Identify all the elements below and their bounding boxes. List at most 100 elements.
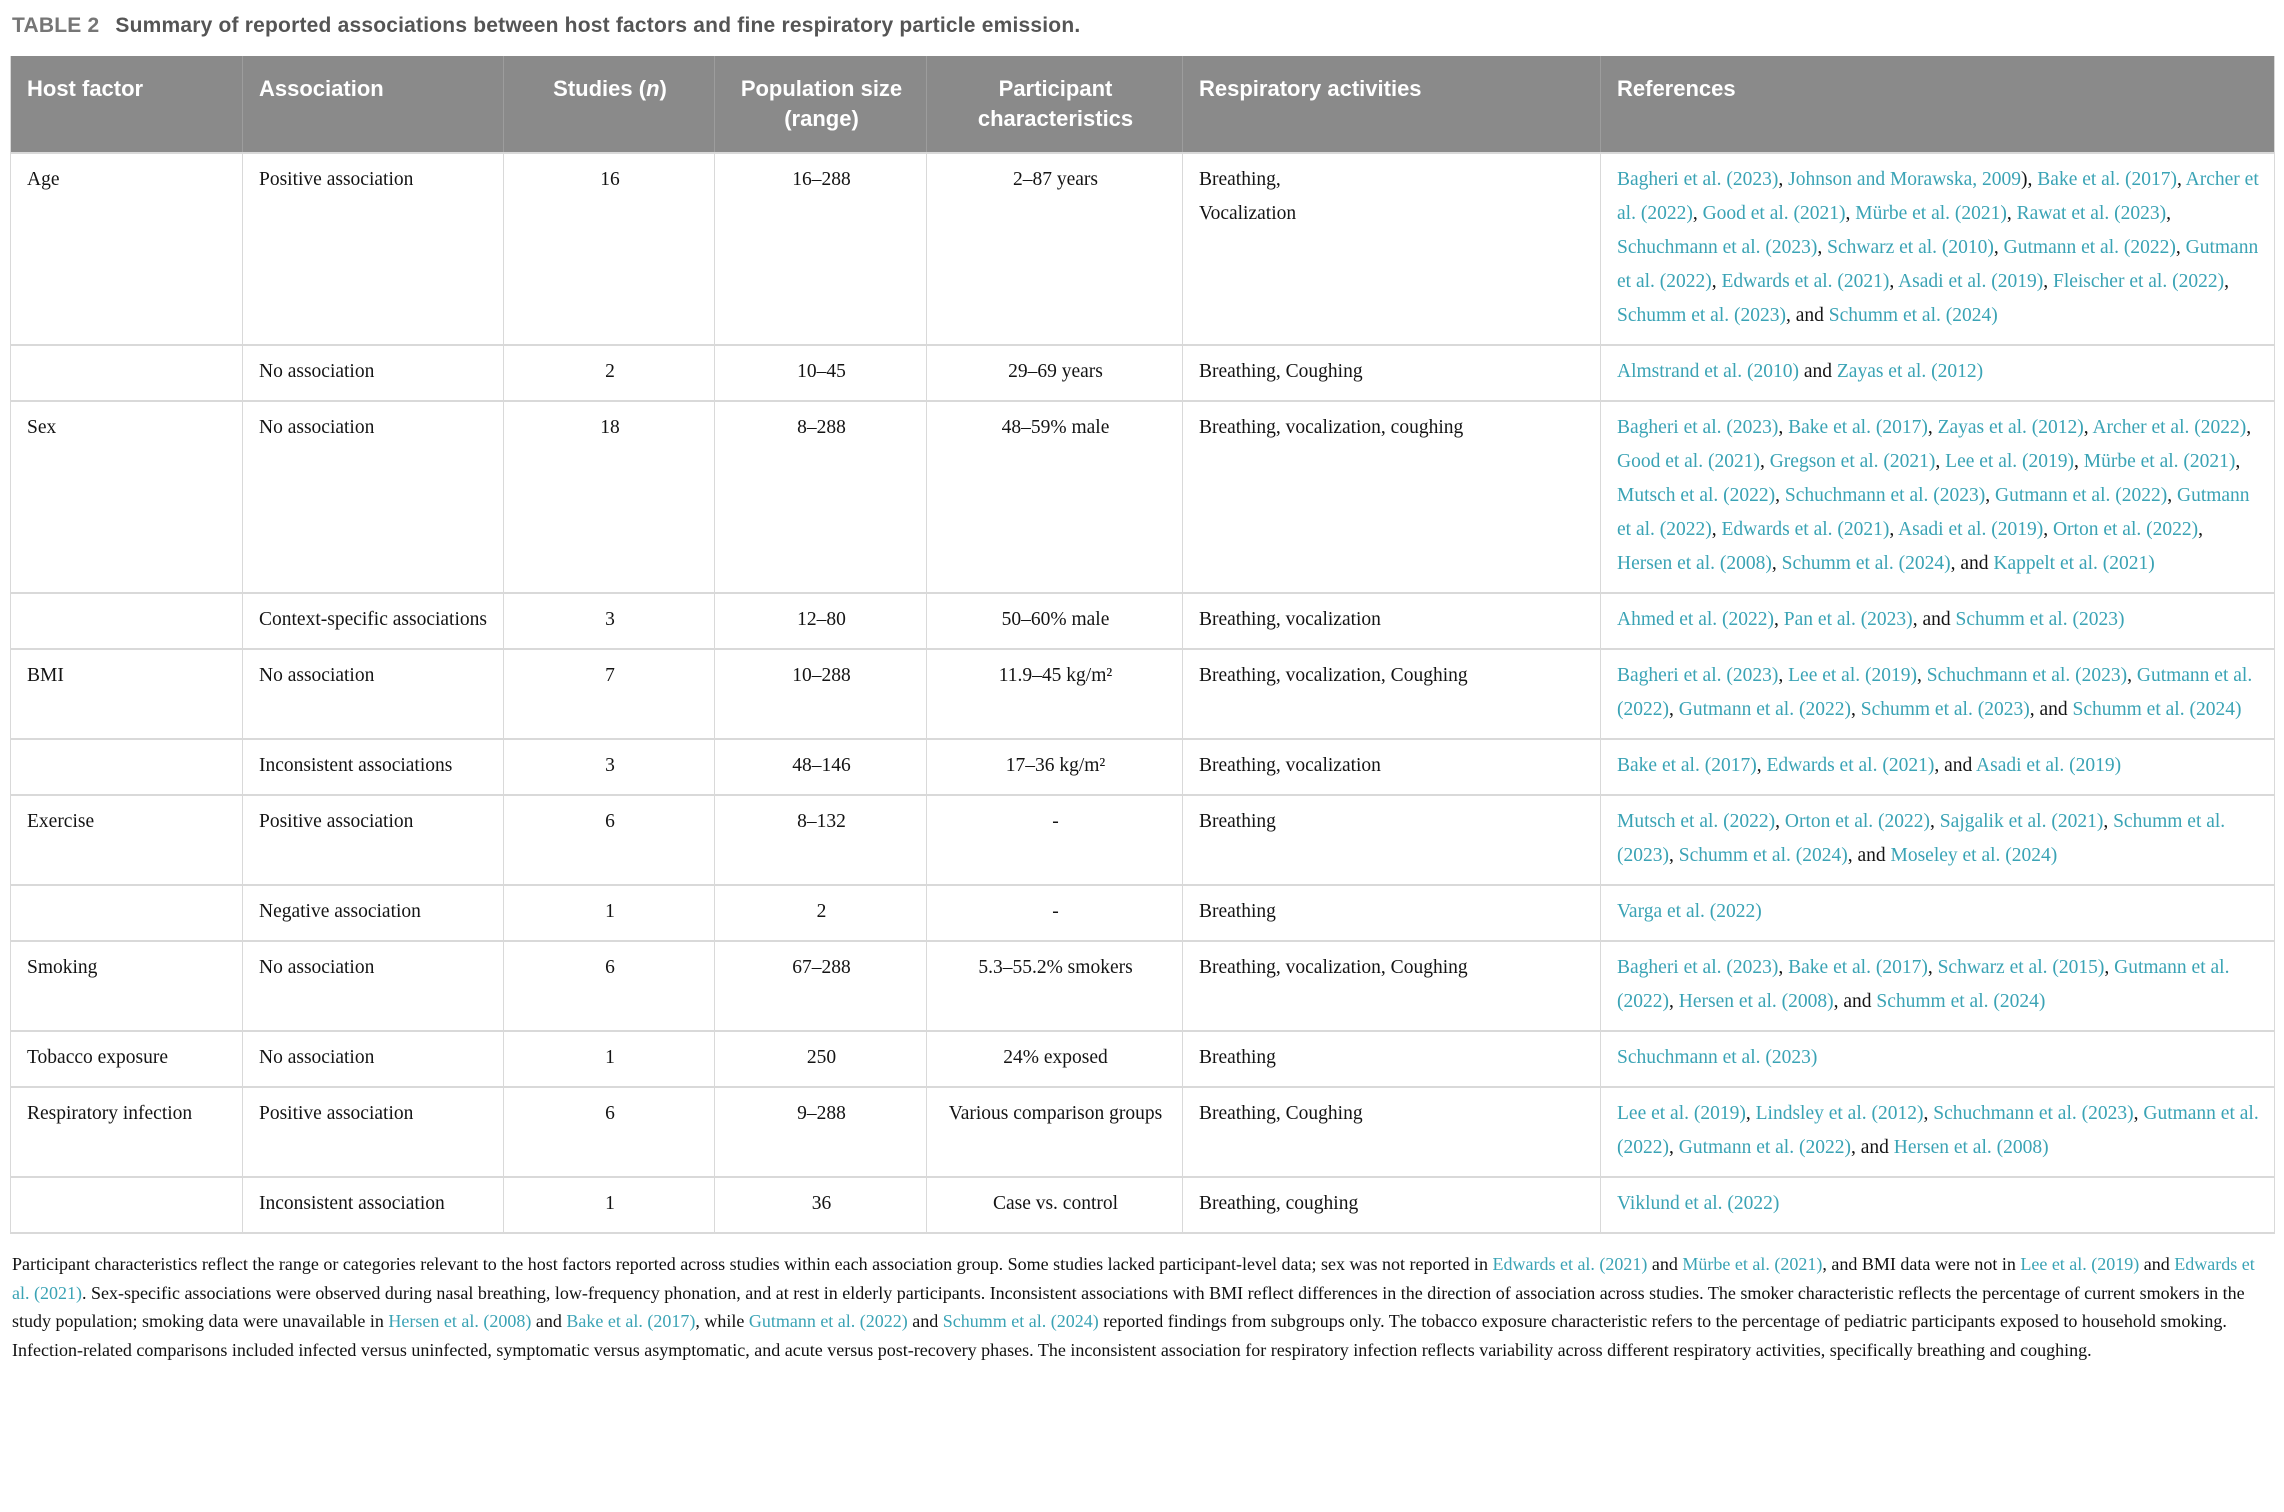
citation-link[interactable]: Johnson and Morawska, 2009 [1788,169,2022,190]
citation-link[interactable]: Viklund et al. (2022) [1617,1193,1780,1214]
citation-link[interactable]: Schumm et al. (2024) [1828,305,1998,326]
citation-link[interactable]: Gregson et al. (2021) [1769,451,1936,472]
citation-link[interactable]: Orton et al. (2022) [2052,519,2199,540]
citation-link[interactable]: Edwards et al. (2021) [1721,271,1890,292]
citation-link[interactable]: Schuchmann et al. (2023) [1617,237,1818,258]
citation-link[interactable]: Hersen et al. (2008) [1678,991,1834,1012]
table-row: Age Positive association 16 16–288 2–87 … [10,152,2275,345]
text-segment: , and [1847,845,1891,866]
citation-link[interactable]: Bagheri et al. (2023) [1617,957,1779,978]
citation-link[interactable]: Lindsley et al. (2012) [1755,1103,1924,1124]
citation-link[interactable]: Almstrand et al. (2010) [1617,361,1799,382]
citation-link[interactable]: Schumm et al. (2023) [1617,811,2226,866]
text-segment: , while [695,1311,749,1331]
cell-studies-count: 6 [503,794,715,885]
citation-link[interactable]: Rawat et al. (2023) [2016,203,2167,224]
citation-link[interactable]: Gutmann et al. (2022) [1617,237,2259,292]
citation-link[interactable]: Kappelt et al. (2021) [1993,553,2155,574]
citation-link[interactable]: Gutmann et al. (2022) [1678,1137,1851,1158]
citation-link[interactable]: Gutmann et al. (2022) [1678,699,1851,720]
text-segment: , and [1785,305,1829,326]
citation-link[interactable]: Schumm et al. (2024) [942,1311,1099,1331]
citation-link[interactable]: Asadi et al. (2019) [1898,271,2044,292]
text-segment: , and [1850,1137,1894,1158]
citation-link[interactable]: Schumm et al. (2023) [1860,699,2030,720]
citation-link[interactable]: Gutmann et al. (2022) [2003,237,2176,258]
citation-link[interactable]: Schuchmann et al. (2023) [1933,1103,2134,1124]
citation-link[interactable]: Bake et al. (2017) [1788,957,1928,978]
cell-participant-characteristics: 11.9–45 kg/m² [926,648,1183,739]
citation-link[interactable]: Gutmann et al. (2022) [748,1311,908,1331]
citation-link[interactable]: Mürbe et al. (2021) [1855,203,2007,224]
citation-link[interactable]: Varga et al. (2022) [1617,901,1762,922]
citation-link[interactable]: Schwarz et al. (2015) [1937,957,2105,978]
cell-host-factor [10,344,243,401]
cell-studies-count: 1 [503,1176,715,1233]
citation-link[interactable]: Edwards et al. (2021) [1721,519,1890,540]
citation-link[interactable]: Gutmann et al. (2022) [1617,665,2253,720]
citation-link[interactable]: Hersen et al. (2008) [1617,553,1772,574]
citation-link[interactable]: Good et al. (2021) [1702,203,1846,224]
citation-link[interactable]: Schwarz et al. (2010) [1827,237,1994,258]
citation-link[interactable]: Fleischer et al. (2022) [2052,271,2225,292]
citation-link[interactable]: Schuchmann et al. (2023) [1926,665,2128,686]
text-segment: , [2074,451,2084,472]
citation-link[interactable]: Mürbe et al. (2021) [2083,451,2236,472]
citation-link[interactable]: Schuchmann et al. (2023) [1617,1047,1818,1068]
citation-link[interactable]: Schumm et al. (2023) [1617,305,1786,326]
citation-link[interactable]: Schumm et al. (2023) [1955,609,2125,630]
cell-population-size: 8–288 [714,400,927,593]
citation-link[interactable]: Schumm et al. (2024) [1678,845,1848,866]
citation-link[interactable]: Asadi et al. (2019) [1976,755,2122,776]
text-segment: and [531,1311,567,1331]
text-segment: and [2139,1254,2175,1274]
citation-link[interactable]: Good et al. (2021) [1617,451,1760,472]
citation-link[interactable]: Edwards et al. (2021) [1766,755,1935,776]
citation-link[interactable]: Edwards et al. (2021) [1492,1254,1648,1274]
citation-link[interactable]: Zayas et al. (2012) [1937,417,2084,438]
citation-link[interactable]: Archer et al. (2022) [2092,417,2247,438]
citation-link[interactable]: Schumm et al. (2024) [2072,699,2242,720]
citation-link[interactable]: Bagheri et al. (2023) [1617,417,1779,438]
citation-link[interactable]: Asadi et al. (2019) [1898,519,2044,540]
cell-population-size: 250 [714,1030,927,1087]
text-segment: , [2103,811,2114,832]
text-segment: , and [1934,755,1977,776]
citation-link[interactable]: Pan et al. (2023) [1783,609,1913,630]
citation-link[interactable]: Bagheri et al. (2023) [1617,169,1779,190]
citation-link[interactable]: Gutmann et al. (2022) [1995,485,2168,506]
citation-link[interactable]: Bake et al. (2017) [566,1311,696,1331]
citation-link[interactable]: Bake et al. (2017) [1788,417,1928,438]
text-segment: , [1778,957,1789,978]
citation-link[interactable]: Orton et al. (2022) [1784,811,1931,832]
citation-link[interactable]: Sajgalik et al. (2021) [1939,811,2104,832]
citation-link[interactable]: Mutsch et al. (2022) [1617,811,1776,832]
citation-link[interactable]: Lee et al. (2019) [1945,451,2075,472]
citation-link[interactable]: Ahmed et al. (2022) [1617,609,1775,630]
citation-link[interactable]: Schumm et al. (2024) [1781,553,1951,574]
citation-link[interactable]: Lee et al. (2019) [1788,665,1917,686]
citation-link[interactable]: Gutmann et al. (2022) [1617,485,2250,540]
citation-link[interactable]: Hersen et al. (2008) [1893,1137,2049,1158]
text-segment: Population size (range) [740,76,903,131]
citation-link[interactable]: Edwards et al. (2021) [12,1254,2255,1303]
text-segment: , [1692,203,1703,224]
citation-link[interactable]: Gutmann et al. (2022) [1617,1103,2259,1158]
citation-link[interactable]: Schumm et al. (2024) [1876,991,2046,1012]
citation-link[interactable]: Bake et al. (2017) [1617,755,1757,776]
citation-link[interactable]: Zayas et al. (2012) [1836,361,1984,382]
citation-link[interactable]: Gutmann et al. (2022) [1617,957,2230,1012]
cell-host-factor [10,1176,243,1233]
citation-link[interactable]: Lee et al. (2019) [1617,1103,1746,1124]
citation-link[interactable]: Bagheri et al. (2023) [1617,665,1779,686]
citation-link[interactable]: Mutsch et al. (2022) [1617,485,1776,506]
cell-references: Bagheri et al. (2023), Johnson and Moraw… [1600,152,2275,345]
citation-link[interactable]: Moseley et al. (2024) [1890,845,2058,866]
citation-link[interactable]: Schuchmann et al. (2023) [1784,485,1986,506]
cell-population-size: 16–288 [714,152,927,345]
citation-link[interactable]: Hersen et al. (2008) [388,1311,532,1331]
citation-link[interactable]: Bake et al. (2017) [2037,169,2177,190]
citation-link[interactable]: Archer et al. (2022) [1617,169,2259,224]
citation-link[interactable]: Lee et al. (2019) [2020,1254,2140,1274]
citation-link[interactable]: Mürbe et al. (2021) [1682,1254,1823,1274]
